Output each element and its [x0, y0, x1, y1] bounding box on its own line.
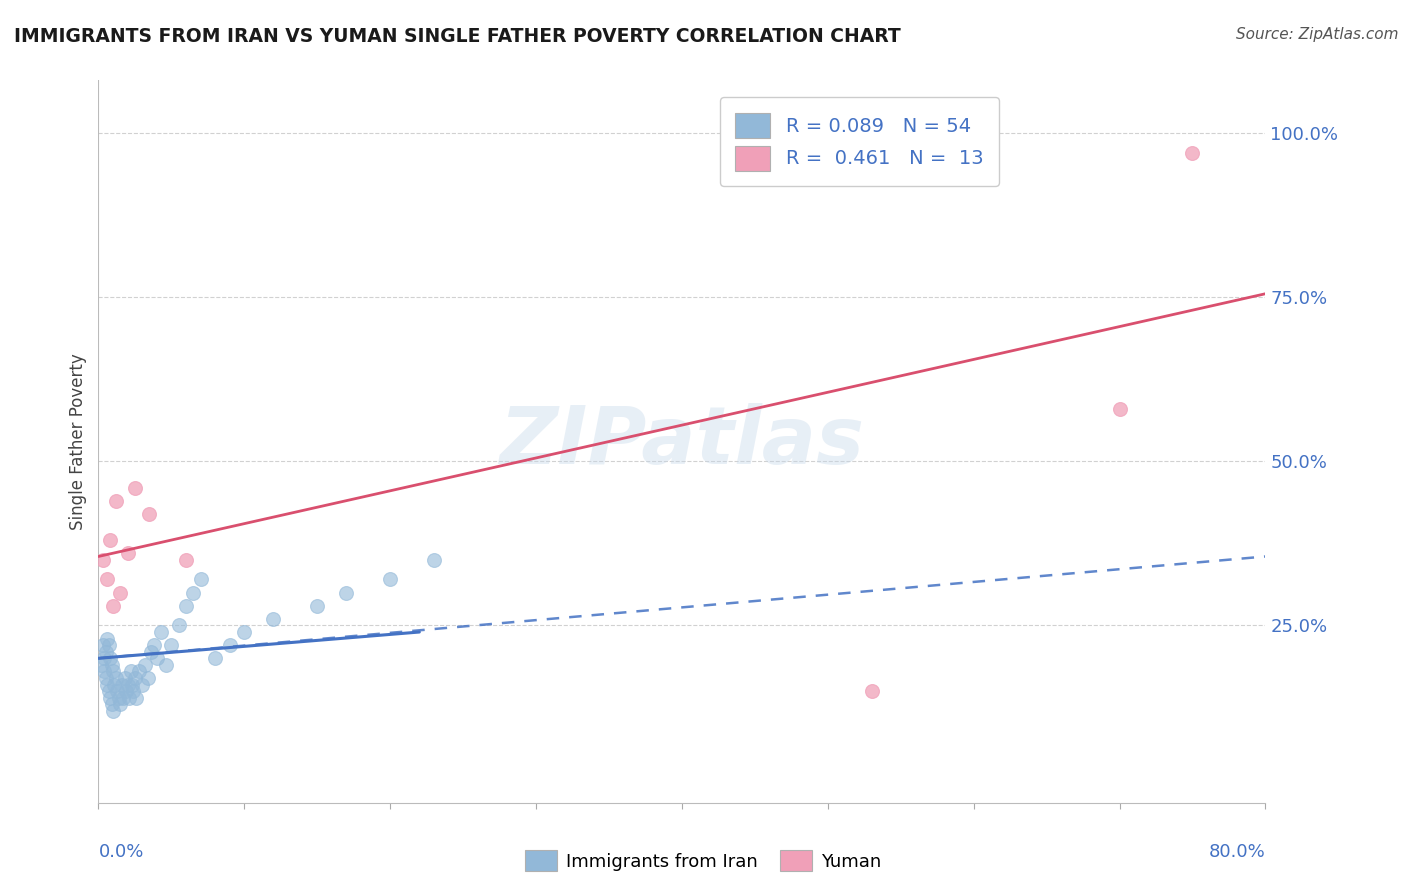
Point [139, 645, 162, 659]
Legend: Immigrants from Iran, Yuman: Immigrants from Iran, Yuman [517, 843, 889, 879]
Point [115, 684, 138, 698]
Point [124, 481, 146, 495]
Point [104, 493, 127, 508]
Point [96, 677, 118, 691]
Point [94, 645, 117, 659]
Point [108, 690, 131, 705]
Point [128, 665, 150, 679]
Point [93, 665, 115, 679]
Point [117, 546, 139, 560]
Point [131, 677, 153, 691]
Point [110, 585, 132, 599]
Point [142, 638, 165, 652]
Point [218, 638, 240, 652]
Point [117, 677, 139, 691]
Point [104, 671, 127, 685]
Point [380, 573, 402, 587]
Text: 0.0%: 0.0% [98, 843, 143, 861]
Point [167, 618, 190, 632]
Point [204, 651, 226, 665]
Point [112, 690, 135, 705]
Point [110, 698, 132, 712]
Text: ZIPatlas: ZIPatlas [499, 402, 865, 481]
Point [93, 651, 115, 665]
Point [98, 533, 121, 547]
Point [174, 599, 197, 613]
Point [174, 553, 197, 567]
Point [122, 684, 145, 698]
Point [124, 671, 146, 685]
Point [97, 638, 120, 652]
Point [190, 573, 212, 587]
Point [307, 599, 329, 613]
Text: IMMIGRANTS FROM IRAN VS YUMAN SINGLE FATHER POVERTY CORRELATION CHART: IMMIGRANTS FROM IRAN VS YUMAN SINGLE FAT… [14, 27, 901, 45]
Point [146, 651, 169, 665]
Point [136, 671, 159, 685]
Point [262, 612, 284, 626]
Legend: R = 0.089   N = 54, R =  0.461   N =  13: R = 0.089 N = 54, R = 0.461 N = 13 [720, 97, 998, 186]
Y-axis label: Single Father Poverty: Single Father Poverty [69, 353, 87, 530]
Point [101, 665, 124, 679]
Point [96, 632, 118, 646]
Point [114, 671, 136, 685]
Point [105, 684, 128, 698]
Point [98, 690, 121, 705]
Point [1108, 401, 1130, 416]
Point [138, 507, 160, 521]
Point [90, 657, 112, 672]
Point [94, 671, 117, 685]
Point [96, 573, 118, 587]
Point [335, 585, 357, 599]
Point [233, 625, 256, 640]
Text: 80.0%: 80.0% [1209, 843, 1265, 861]
Point [103, 677, 125, 691]
Point [121, 677, 143, 691]
Point [100, 698, 122, 712]
Point [101, 704, 124, 718]
Point [91, 553, 114, 567]
Point [160, 638, 183, 652]
Point [181, 585, 204, 599]
Point [134, 657, 156, 672]
Text: Source: ZipAtlas.com: Source: ZipAtlas.com [1236, 27, 1399, 42]
Point [1181, 145, 1204, 160]
Point [155, 657, 177, 672]
Point [98, 651, 121, 665]
Point [423, 553, 446, 567]
Point [91, 638, 114, 652]
Point [125, 690, 148, 705]
Point [111, 677, 134, 691]
Point [120, 665, 142, 679]
Point [100, 657, 122, 672]
Point [118, 690, 141, 705]
Point [150, 625, 173, 640]
Point [101, 599, 124, 613]
Point [97, 684, 120, 698]
Point [860, 684, 883, 698]
